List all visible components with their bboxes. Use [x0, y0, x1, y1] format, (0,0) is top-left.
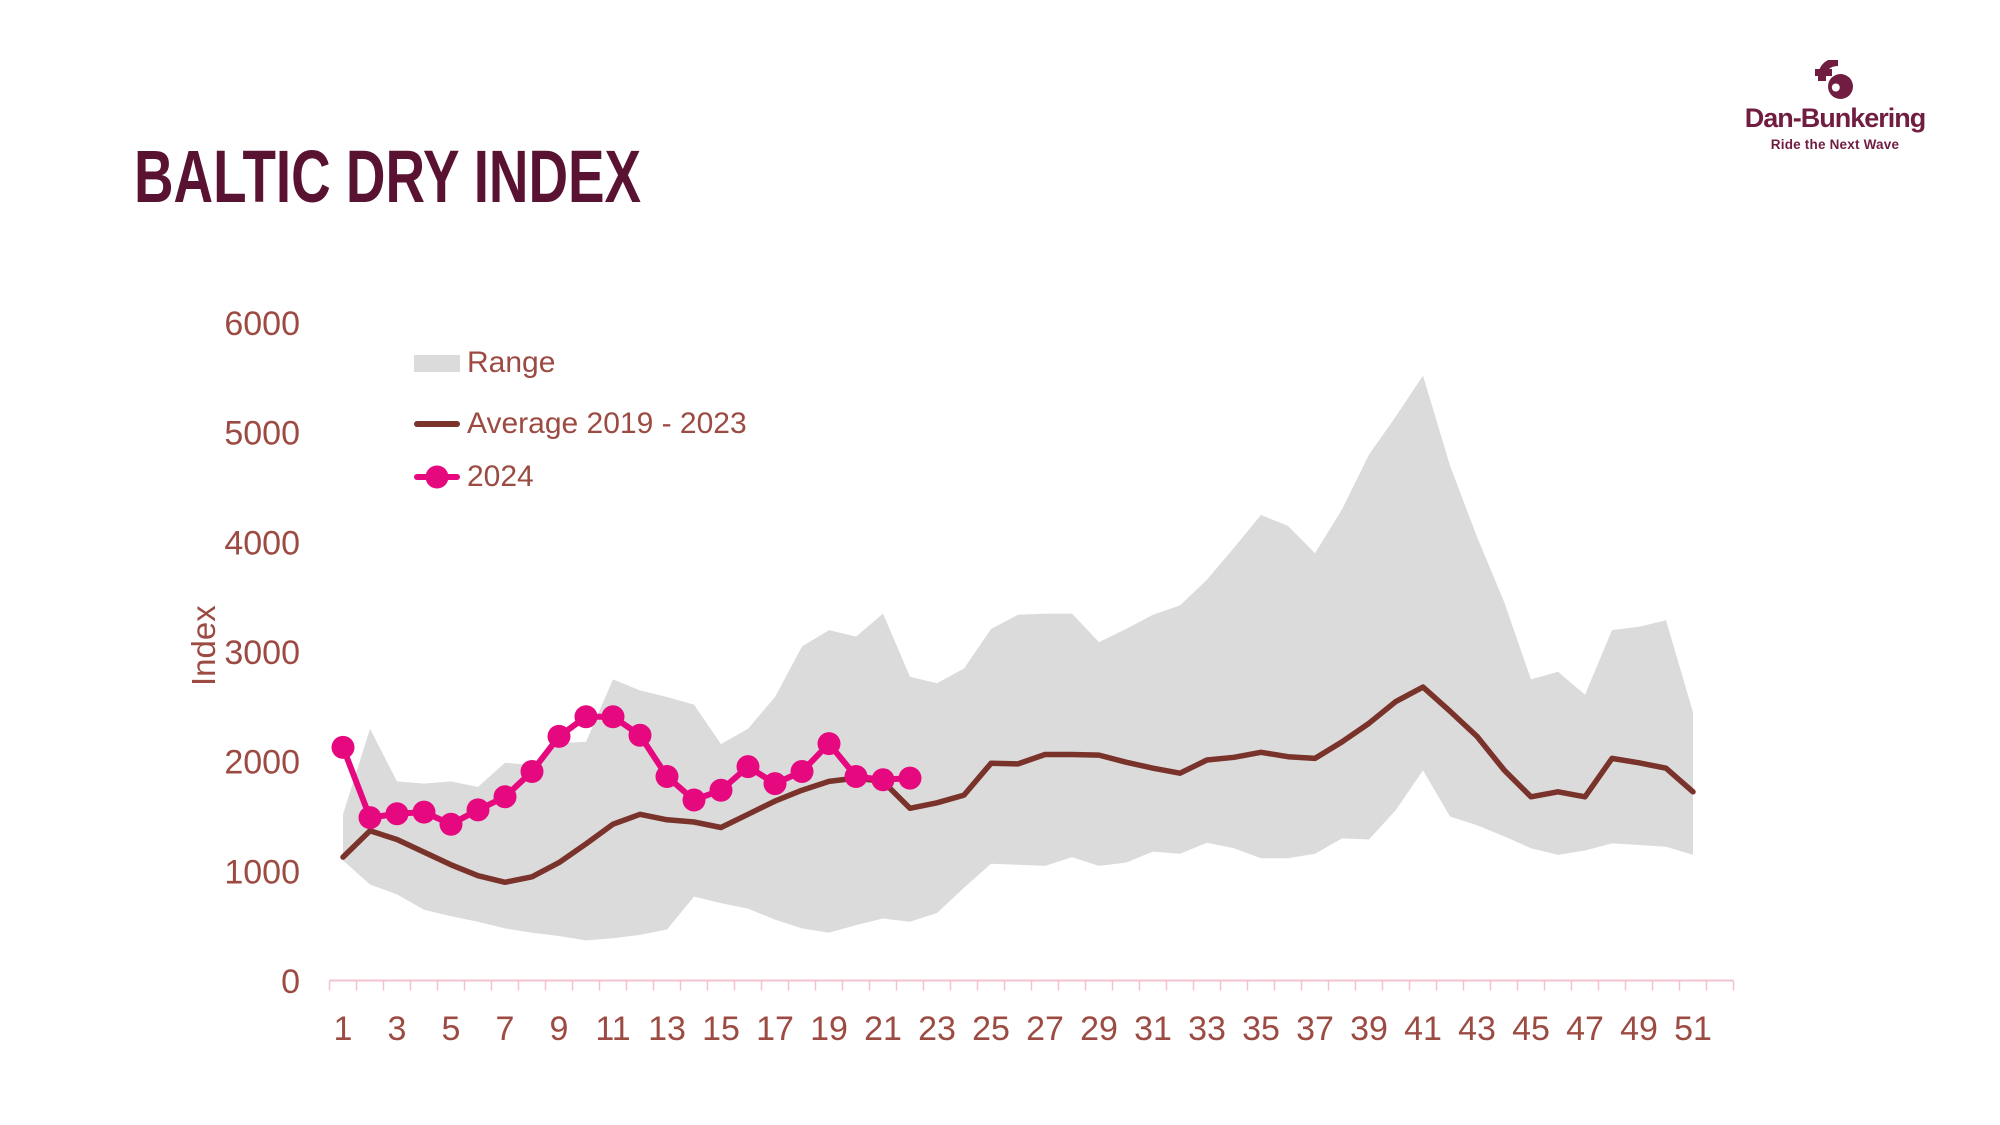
x-tick-label: 37 [1296, 1010, 1334, 1048]
y-tick-label: 4000 [224, 524, 300, 562]
data-point-2024 [439, 812, 463, 836]
y-tick-label: 0 [281, 963, 300, 1001]
x-tick-label: 25 [972, 1010, 1010, 1048]
data-point-2024 [871, 768, 895, 792]
x-tick-label: 5 [442, 1010, 461, 1048]
x-tick-label: 49 [1620, 1010, 1658, 1048]
data-point-2024 [466, 798, 490, 822]
y-tick-label: 5000 [224, 415, 300, 453]
data-point-2024 [547, 724, 571, 748]
data-point-2024 [412, 800, 436, 824]
x-tick-label: 17 [756, 1010, 794, 1048]
data-point-2024 [385, 802, 409, 826]
x-tick-label: 39 [1350, 1010, 1388, 1048]
line-2024 [340, 713, 913, 828]
legend-label-average: Average 2019 - 2023 [467, 407, 747, 440]
x-tick-label: 19 [810, 1010, 848, 1048]
logo-icon-wrap [1730, 58, 1940, 102]
logo-tagline: Ride the Next Wave [1770, 137, 1900, 152]
x-tick-label: 13 [648, 1010, 686, 1048]
legend-label-2024: 2024 [467, 460, 534, 493]
x-tick-label: 15 [702, 1010, 740, 1048]
x-tick-label: 33 [1188, 1010, 1226, 1048]
average-line-swatch [414, 421, 460, 427]
y-tick-label: 2000 [224, 744, 300, 782]
range-area [343, 375, 1693, 941]
x-tick-label: 27 [1026, 1010, 1064, 1048]
marker-dot-icon [425, 465, 449, 489]
data-point-2024 [574, 705, 598, 729]
x-tick-label: 31 [1134, 1010, 1172, 1048]
data-point-2024 [520, 760, 544, 783]
data-point-2024 [844, 765, 868, 788]
x-tick-label: 43 [1458, 1010, 1496, 1048]
range-swatch [414, 354, 460, 372]
x-tick-label: 7 [496, 1010, 515, 1048]
legend-label-range: Range [467, 346, 556, 379]
line-2024-swatch [414, 465, 460, 489]
x-tick-label: 41 [1404, 1010, 1442, 1048]
x-tick-label: 45 [1512, 1010, 1550, 1048]
x-tick-label: 11 [595, 1010, 630, 1048]
data-point-2024 [331, 735, 355, 759]
data-point-2024 [655, 765, 679, 788]
y-tick-label: 3000 [224, 634, 300, 672]
y-tick-label: 6000 [224, 305, 300, 343]
data-point-2024 [682, 788, 706, 812]
data-point-2024 [628, 723, 652, 747]
x-tick-label: 47 [1566, 1010, 1604, 1048]
data-point-2024 [763, 772, 787, 796]
average-2019-2023-line [340, 684, 1696, 886]
x-tick-label: 21 [864, 1010, 902, 1048]
x-tick-label: 35 [1242, 1010, 1280, 1048]
x-tick-label: 29 [1080, 1010, 1118, 1048]
logo-anchor-icon [1815, 58, 1853, 99]
data-point-2024 [601, 705, 625, 729]
data-point-2024 [898, 766, 922, 790]
legend-item-range: Range [414, 346, 555, 380]
logo-name: Dan-Bunkering [1744, 103, 1927, 133]
x-tick-label: 3 [388, 1010, 407, 1048]
legend-item-average: Average 2019 - 2023 [414, 407, 747, 441]
legend-item-2024: 2024 [414, 460, 534, 494]
x-tick-label: 9 [550, 1010, 569, 1048]
data-point-2024 [790, 760, 814, 783]
x-tick-label: 23 [918, 1010, 956, 1048]
y-tick-label: 1000 [224, 853, 300, 891]
logo: Dan-Bunkering Ride the Next Wave [1730, 58, 1940, 152]
data-point-2024 [817, 732, 841, 756]
data-point-2024 [709, 778, 733, 802]
data-point-2024 [493, 785, 517, 809]
x-tick-label: 51 [1674, 1010, 1712, 1048]
data-point-2024 [736, 755, 760, 779]
x-tick-label: 1 [334, 1010, 353, 1048]
data-point-2024 [358, 806, 382, 830]
page-title: BALTIC DRY INDEX [134, 135, 642, 218]
